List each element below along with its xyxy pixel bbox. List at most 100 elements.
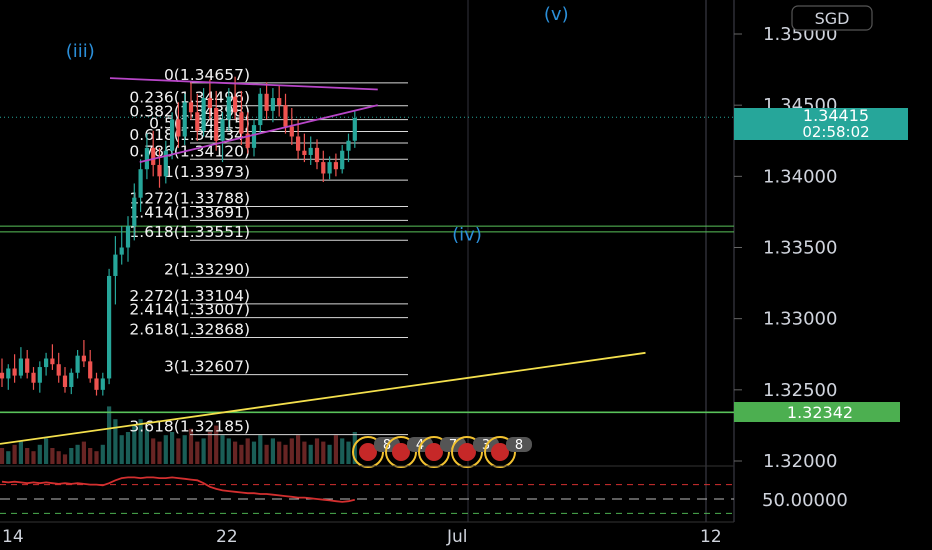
volume-bar xyxy=(333,435,338,464)
fib-level-label: 2(1.33290) xyxy=(164,260,250,278)
candle-body xyxy=(264,93,269,111)
fibonacci-levels: 0(1.34657)0.236(1.34496)0.382(1.34398)0.… xyxy=(129,66,408,436)
volume-bar xyxy=(201,438,206,464)
time-tick-label: 12 xyxy=(700,527,722,547)
fib-level-label: 3.618(1.32185) xyxy=(129,418,250,436)
indicator-pane xyxy=(0,476,734,514)
fib-level-label: 0.236(1.34496) xyxy=(129,89,250,107)
volume-bar xyxy=(56,451,61,464)
currency-badge-frame xyxy=(791,5,873,31)
volume-bar xyxy=(163,435,168,464)
candle-body xyxy=(50,358,55,365)
candle-body xyxy=(176,119,181,137)
volume-bar xyxy=(352,432,357,464)
candle-body xyxy=(327,162,332,174)
candle-body xyxy=(352,117,357,141)
candle-body xyxy=(214,108,219,141)
event-flag-icon xyxy=(392,443,410,461)
fib-level-label: 1.414(1.33691) xyxy=(129,203,250,221)
vertical-gridlines xyxy=(467,0,735,522)
candle-body xyxy=(220,119,225,141)
volume-bar xyxy=(88,448,93,464)
volume-bar xyxy=(31,451,36,464)
fib-level-label: 0.5(1.34315) xyxy=(149,114,250,132)
price-tick-label: 1.33500 xyxy=(763,238,837,259)
volume-bar xyxy=(321,441,326,464)
volume-bar xyxy=(18,441,23,464)
candle-body xyxy=(283,105,288,127)
volume-bar xyxy=(314,438,320,464)
volume-bar xyxy=(296,435,301,464)
volume-bar xyxy=(170,432,175,464)
event-flag-icon xyxy=(425,443,443,461)
time-axis[interactable]: 14 22 Jul 12 xyxy=(0,521,734,547)
volume-bar xyxy=(220,435,225,464)
support-price-bg xyxy=(734,402,900,422)
volume-bar xyxy=(125,432,131,464)
volume-bar xyxy=(245,438,250,464)
event-flag-icon xyxy=(491,443,509,461)
fib-level-label: 2.272(1.33104) xyxy=(129,287,250,305)
candle-body xyxy=(270,98,275,111)
candle-body xyxy=(69,372,74,387)
time-tick-label: Jul xyxy=(446,527,468,547)
volume-bar xyxy=(270,438,275,464)
candle-body xyxy=(188,102,194,113)
candle-body xyxy=(163,150,168,177)
volume-bar xyxy=(44,438,49,464)
wave-label: (v) xyxy=(544,4,569,25)
candle-body xyxy=(289,126,294,137)
currency-badge[interactable]: SGD xyxy=(791,5,873,31)
fib-level-label: 2.414(1.33007) xyxy=(129,301,250,319)
candle-body xyxy=(302,150,307,155)
fib-level-label: 0(1.34657) xyxy=(164,66,250,84)
candle-body xyxy=(195,112,200,131)
volume-bar xyxy=(264,444,269,464)
volume-bar xyxy=(69,448,74,464)
volume-bar xyxy=(119,435,124,464)
candle-body xyxy=(321,162,326,174)
current-price-tag: 1.34415 02:58:02 xyxy=(734,106,908,141)
candle-body xyxy=(157,164,162,177)
volume-bar xyxy=(233,441,238,464)
volume-bar xyxy=(62,454,68,464)
candle-body xyxy=(182,102,187,137)
volume-bar xyxy=(340,438,345,464)
candle-body xyxy=(37,367,42,383)
candle-body xyxy=(31,372,36,383)
time-tick-label: 22 xyxy=(216,527,238,547)
candle-body xyxy=(119,247,124,255)
candle-body xyxy=(12,368,17,376)
volume-bar xyxy=(81,441,86,464)
candle-body xyxy=(81,355,86,362)
candle-body xyxy=(258,93,263,126)
candle-body xyxy=(245,133,250,148)
wave-label: (iv) xyxy=(452,224,482,245)
candle-body xyxy=(170,119,175,151)
volume-bar xyxy=(176,438,181,464)
volume-bar xyxy=(226,438,231,464)
triangle-lower-line xyxy=(139,104,378,163)
candle-body xyxy=(207,98,212,109)
volume-bar xyxy=(283,444,288,464)
price-tick-label: 1.34000 xyxy=(763,166,837,187)
volume-bar xyxy=(100,444,105,464)
volume-bar xyxy=(6,451,11,464)
candle-body xyxy=(0,372,5,379)
volume-bar xyxy=(151,438,156,464)
trend-line xyxy=(0,351,646,445)
candle-body xyxy=(277,98,282,106)
candle-body xyxy=(6,368,11,379)
price-tick-label: 1.33000 xyxy=(763,309,837,330)
volume-bar xyxy=(302,441,307,464)
current-price-value: 1.34415 xyxy=(803,106,869,125)
time-tick-label: 14 xyxy=(2,527,24,547)
candle-body xyxy=(94,378,99,390)
candle-body xyxy=(296,136,301,151)
candle-body xyxy=(25,358,30,373)
candle-body xyxy=(113,254,118,276)
fib-level-label: 2.618(1.32868) xyxy=(129,320,250,338)
candle-body xyxy=(132,197,137,227)
